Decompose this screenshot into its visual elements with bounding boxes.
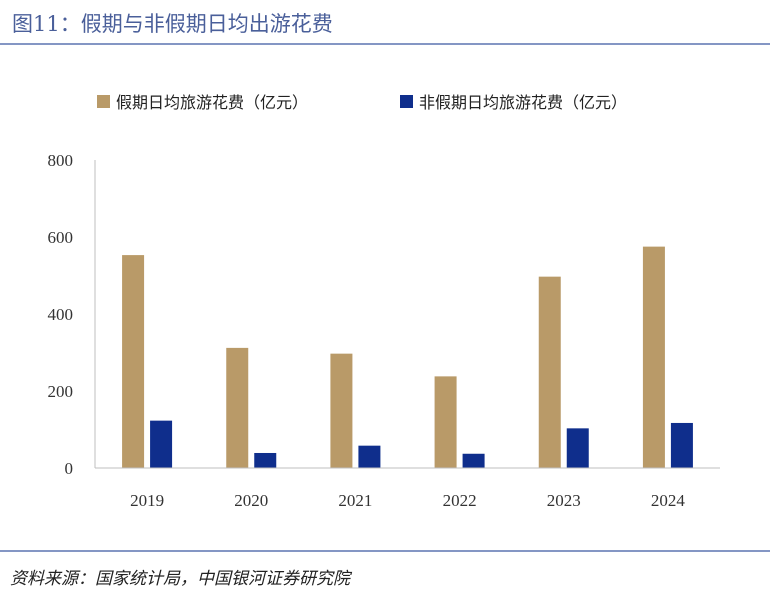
y-tick-label: 400 [48,305,74,324]
x-tick-label: 2021 [338,491,372,510]
legend-label-holiday: 假期日均旅游花费（亿元） [116,93,308,112]
y-tick-label: 0 [65,459,74,478]
bar-nonholiday-2019 [150,420,173,468]
bar-holiday-2020 [226,347,249,468]
bar-nonholiday-2022 [462,453,485,468]
x-axis: 2019 2020 2021 2022 2023 2024 [95,467,720,510]
figure-title: 图11：假期与非假期日均出游花费 [12,12,333,36]
y-tick-label: 200 [48,382,74,401]
x-tick-label: 2022 [443,491,477,510]
x-tick-label: 2024 [651,491,686,510]
legend-swatch-nonholiday [400,95,413,108]
bottom-divider [0,550,770,552]
bar-nonholiday-2020 [254,452,277,468]
bar-holiday-2024 [642,246,665,468]
bar-nonholiday-2021 [358,445,381,468]
bars [122,246,693,468]
x-tick-label: 2020 [234,491,268,510]
y-axis: 0 200 400 600 800 [48,151,96,478]
bar-holiday-2022 [434,376,457,468]
bar-holiday-2021 [330,353,353,468]
bar-holiday-2023 [538,276,561,468]
x-tick-label: 2023 [547,491,581,510]
x-tick-label: 2019 [130,491,164,510]
y-tick-label: 600 [48,228,74,247]
legend-swatch-holiday [97,95,110,108]
bar-nonholiday-2024 [670,422,693,468]
top-divider [0,43,770,45]
bar-holiday-2019 [122,255,145,468]
source-note: 资料来源：国家统计局，中国银河证券研究院 [10,569,350,589]
bar-nonholiday-2023 [566,428,589,468]
legend: 假期日均旅游花费（亿元） 非假期日均旅游花费（亿元） [97,93,627,112]
legend-label-nonholiday: 非假期日均旅游花费（亿元） [419,93,627,112]
y-tick-label: 800 [48,151,74,170]
